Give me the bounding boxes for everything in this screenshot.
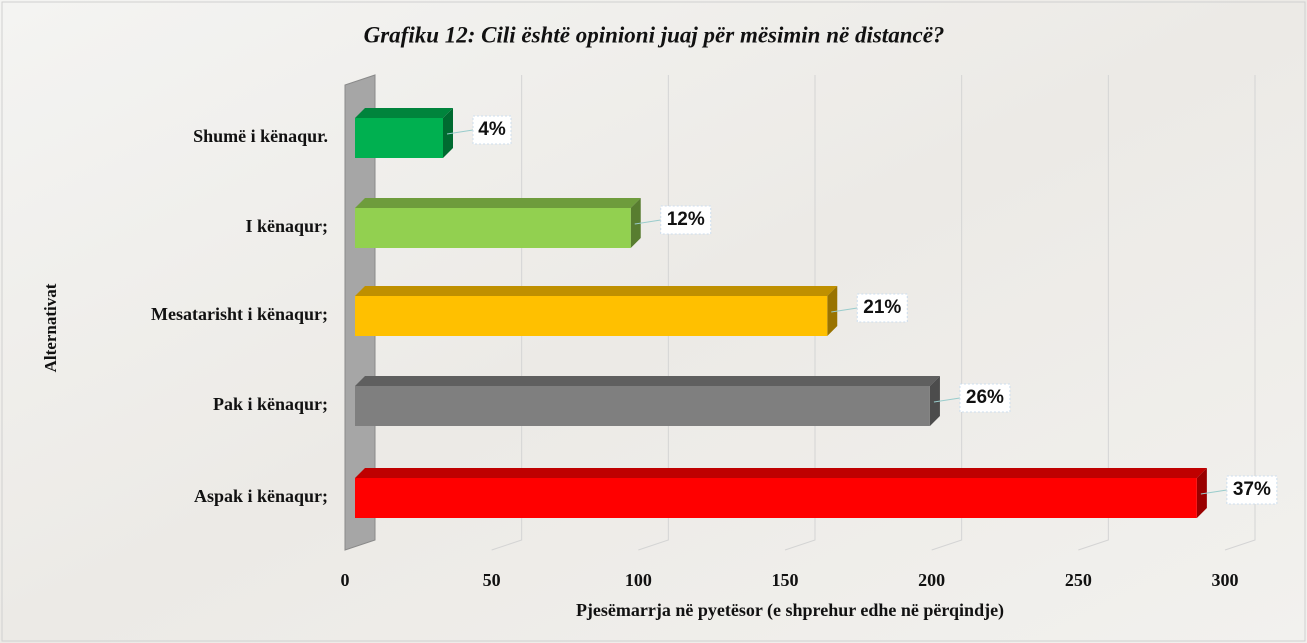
bar bbox=[355, 108, 453, 158]
bar bbox=[355, 198, 641, 248]
x-tick-label: 100 bbox=[625, 570, 652, 590]
page: Grafiku 12: Cili është opinioni juaj për… bbox=[0, 0, 1307, 643]
x-tick-label: 200 bbox=[918, 570, 945, 590]
bar-top bbox=[355, 286, 837, 296]
x-tick-label: 0 bbox=[341, 570, 350, 590]
bar bbox=[355, 286, 837, 336]
bar-top bbox=[355, 108, 453, 118]
y-tick-label: Aspak i kënaqur; bbox=[194, 486, 328, 506]
data-label: 21% bbox=[863, 297, 901, 318]
bar bbox=[355, 376, 940, 426]
bar-front bbox=[355, 386, 930, 426]
chart: Grafiku 12: Cili është opinioni juaj për… bbox=[0, 0, 1307, 643]
data-label: 37% bbox=[1233, 479, 1271, 500]
x-axis-label: Pjesëmarrja në pyetësor (e shprehur edhe… bbox=[576, 600, 1004, 621]
data-label: 12% bbox=[667, 209, 705, 230]
chart-title: Grafiku 12: Cili është opinioni juaj për… bbox=[364, 22, 945, 47]
bar-front bbox=[355, 118, 443, 158]
x-tick-label: 50 bbox=[483, 570, 501, 590]
bar-front bbox=[355, 296, 827, 336]
y-tick-label: Pak i kënaqur; bbox=[213, 394, 328, 414]
bar-top bbox=[355, 468, 1207, 478]
x-tick-label: 250 bbox=[1065, 570, 1092, 590]
y-tick-label: Shumë i kënaqur. bbox=[193, 126, 328, 146]
y-tick-label: Mesatarisht i kënaqur; bbox=[151, 304, 328, 324]
y-axis-label: Alternativat bbox=[41, 283, 60, 372]
bar-top bbox=[355, 376, 940, 386]
bar-front bbox=[355, 208, 631, 248]
data-label: 26% bbox=[966, 387, 1004, 408]
y-tick-label: I kënaqur; bbox=[245, 216, 328, 236]
bar bbox=[355, 468, 1207, 518]
x-tick-label: 150 bbox=[772, 570, 799, 590]
bar-top bbox=[355, 198, 641, 208]
x-tick-label: 300 bbox=[1212, 570, 1239, 590]
bar-front bbox=[355, 478, 1197, 518]
data-label: 4% bbox=[478, 119, 506, 140]
